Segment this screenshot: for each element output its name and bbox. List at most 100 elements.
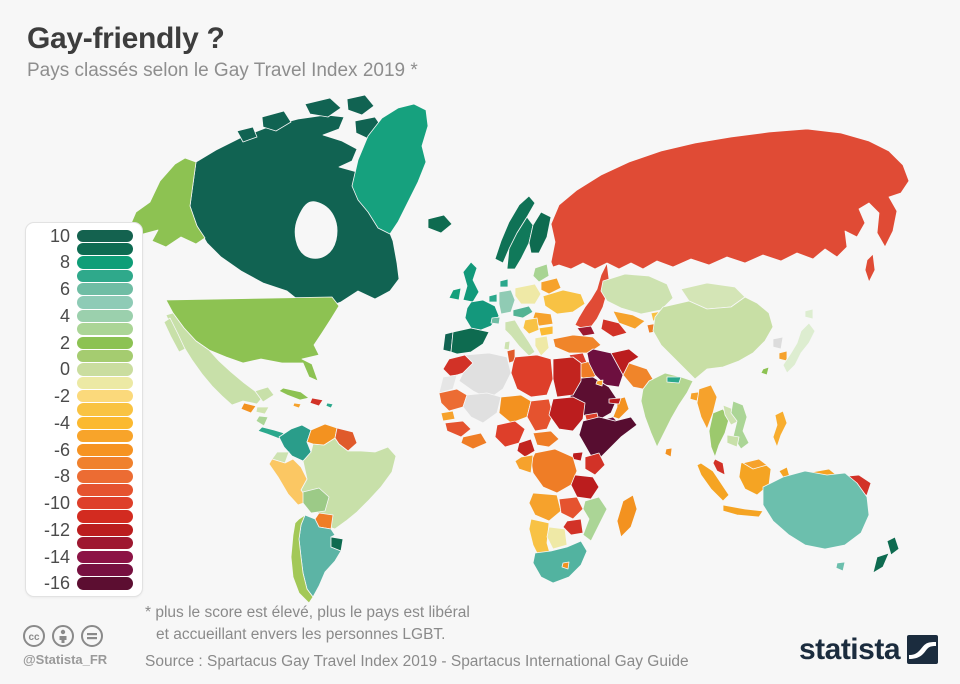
region-sri-lanka xyxy=(664,447,673,458)
legend-swatch xyxy=(77,390,133,403)
region-myanmar xyxy=(696,384,718,430)
legend-row xyxy=(26,242,142,256)
region-lesotho xyxy=(561,561,570,570)
legend-swatch xyxy=(77,510,133,523)
region-italy xyxy=(504,319,536,357)
region-italy-sardinia xyxy=(503,340,511,351)
region-angola xyxy=(528,492,562,522)
legend-row: 0 xyxy=(26,360,142,378)
region-north-korea xyxy=(772,336,784,350)
region-tanzania xyxy=(570,474,600,500)
region-canada-island xyxy=(261,110,292,132)
legend-row: -8 xyxy=(26,467,142,485)
region-france xyxy=(464,299,500,331)
statista-logo: statista xyxy=(799,634,938,665)
region-uruguay xyxy=(330,536,344,552)
region-mali xyxy=(462,392,502,424)
region-greenland xyxy=(351,103,429,235)
region-turkmenistan xyxy=(600,318,628,338)
legend-row xyxy=(26,430,142,443)
legend-row: -2 xyxy=(26,387,142,405)
region-cambodia xyxy=(726,434,740,448)
region-china xyxy=(652,296,774,380)
region-japan xyxy=(782,322,816,374)
legend-row: 10 xyxy=(26,227,142,245)
legend-swatch xyxy=(77,256,133,269)
region-bulgaria xyxy=(538,325,554,337)
attribution-person-icon xyxy=(52,625,74,647)
region-western-sahara xyxy=(438,374,458,394)
region-balkans xyxy=(522,317,540,335)
legend-swatch xyxy=(77,403,133,416)
region-mauritania xyxy=(438,388,468,412)
legend-scale: 10 8 6 4 2 0 -2 -4 -6 -8 -10 -12 -14 -16 xyxy=(26,227,142,592)
legend-swatch xyxy=(77,577,133,590)
statista-wordmark: statista xyxy=(798,632,901,666)
region-malaysia xyxy=(712,458,726,476)
region-switzerland xyxy=(490,316,501,325)
legend-row xyxy=(26,456,142,470)
region-australia xyxy=(762,470,870,550)
region-canada-island xyxy=(304,97,342,118)
region-norway xyxy=(494,195,536,264)
hudson-bay xyxy=(294,201,338,259)
region-new-zealand-north xyxy=(886,536,900,556)
region-uk xyxy=(462,261,480,303)
legend-row xyxy=(26,296,142,309)
region-mozambique xyxy=(582,496,608,542)
region-india xyxy=(640,372,694,448)
page-title: Gay-friendly ? xyxy=(27,22,225,55)
legend-swatch xyxy=(77,283,133,296)
cc-icon: cc xyxy=(23,625,45,647)
region-south-korea xyxy=(778,350,788,362)
legend-row xyxy=(26,269,142,282)
region-ghana-ivory xyxy=(460,432,488,450)
region-ukraine xyxy=(542,289,586,315)
legend-row: -12 xyxy=(26,521,142,539)
footnote-line2: et accueillant envers les personnes LGBT… xyxy=(156,626,446,643)
legend-row xyxy=(26,483,142,496)
region-benelux xyxy=(488,293,498,303)
region-madagascar xyxy=(616,494,638,538)
legend-swatch xyxy=(77,349,133,363)
legend-swatch xyxy=(77,430,133,443)
region-zambia xyxy=(558,496,584,520)
source-text: Source : Spartacus Gay Travel Index 2019… xyxy=(145,653,689,670)
region-iceland xyxy=(427,214,453,234)
legend-swatch xyxy=(77,323,133,336)
region-cameroon xyxy=(516,438,536,458)
region-new-zealand-south xyxy=(872,552,890,574)
region-australia-tasmania xyxy=(835,561,846,572)
statista-logo-icon xyxy=(907,635,938,664)
region-indonesia-java xyxy=(722,504,764,518)
region-mexico-baja xyxy=(163,317,186,353)
legend-row xyxy=(26,563,142,577)
legend-swatch xyxy=(77,550,133,563)
legend-row xyxy=(26,349,142,363)
region-nepal xyxy=(666,376,682,384)
region-pakistan xyxy=(622,362,654,390)
region-niger xyxy=(498,394,532,424)
region-venezuela xyxy=(306,423,338,446)
region-indonesia-sumatra xyxy=(696,462,730,502)
region-taiwan xyxy=(760,366,770,376)
legend-swatch xyxy=(77,483,133,496)
no-derivatives-icon xyxy=(81,625,103,647)
region-cuba xyxy=(278,387,310,401)
legend-row: 2 xyxy=(26,334,142,352)
legend-swatch xyxy=(77,363,133,376)
legend-row: 6 xyxy=(26,280,142,298)
region-caucasus xyxy=(576,325,596,337)
region-kuwait xyxy=(595,379,604,387)
legend-swatch xyxy=(77,269,133,282)
legend-swatch xyxy=(77,296,133,309)
legend-swatch xyxy=(77,336,133,349)
region-jamaica xyxy=(292,402,302,409)
region-nicaragua xyxy=(255,415,269,427)
region-puerto-rico xyxy=(325,402,334,409)
region-egypt xyxy=(552,356,582,398)
region-germany xyxy=(498,289,516,315)
region-zimbabwe xyxy=(562,518,584,536)
region-guinea xyxy=(444,420,472,438)
